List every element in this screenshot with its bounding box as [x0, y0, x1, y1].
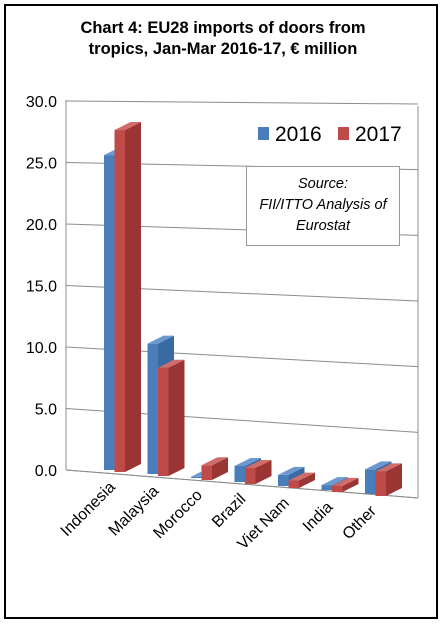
gridline — [65, 469, 419, 499]
bar-2017-malaysia — [158, 359, 185, 476]
y-tick-label: 30.0 — [26, 94, 57, 111]
bar-top — [158, 359, 185, 368]
chart-frame — [4, 4, 438, 619]
bar-side — [255, 460, 272, 484]
bar-side — [212, 457, 228, 480]
bar-front — [332, 485, 343, 492]
bar-top — [278, 466, 305, 475]
y-tick-label: 20.0 — [26, 217, 57, 234]
y-tick-label: 10.0 — [26, 340, 57, 357]
bar-front — [245, 468, 256, 484]
bar-2017-other — [375, 463, 402, 496]
source-note: Source: FII/ITTO Analysis of Eurostat — [246, 166, 400, 246]
y-tick-label: 5.0 — [35, 402, 57, 419]
bar-front — [158, 367, 169, 476]
bar-front — [278, 474, 289, 486]
bar-front — [201, 465, 212, 480]
x-tick-label: Brazil — [209, 491, 249, 531]
y-tick-label: 25.0 — [26, 156, 57, 173]
bar-2017-brazil — [245, 460, 272, 484]
bar-front — [234, 466, 245, 482]
bar-front — [114, 130, 125, 472]
bar-side — [342, 477, 359, 492]
bar-top — [375, 463, 402, 472]
x-tick-label: India — [300, 499, 337, 536]
chart-title-line-1: Chart 4: EU28 imports of doors from — [80, 19, 366, 37]
bar-side — [168, 359, 185, 476]
bar-top — [288, 472, 315, 481]
gridline — [65, 100, 419, 105]
bar-side — [386, 463, 402, 496]
bar-2017-morocco — [201, 457, 228, 480]
bars — [104, 122, 402, 496]
chart-title: Chart 4: EU28 imports of doors from trop… — [10, 18, 436, 60]
y-axis-ticks: 0.0 5.0 10.0 15.0 20.0 25.0 30.0 — [26, 94, 57, 480]
bar-top — [365, 461, 392, 470]
bar-top — [147, 335, 174, 344]
bar-side — [299, 472, 315, 488]
source-line-2: FII/ITTO Analysis of — [259, 197, 387, 213]
bar-front — [288, 480, 299, 488]
bar-2017-indonesia — [114, 122, 141, 472]
bar-top — [234, 458, 261, 467]
bar-2017-india — [332, 477, 359, 492]
chart-title-line-2: tropics, Jan-Mar 2016-17, € million — [88, 40, 358, 58]
source-line-1: Source: — [298, 176, 348, 192]
bar-top — [321, 477, 348, 486]
legend-swatch-2017 — [338, 127, 349, 140]
bar-front — [147, 343, 158, 474]
y-tick-label: 15.0 — [26, 279, 57, 296]
y-tick-label: 0.0 — [35, 463, 57, 480]
legend-label-2016: 2016 — [275, 123, 322, 146]
bar-side — [125, 122, 141, 472]
bar-top — [114, 122, 141, 131]
bar-front — [321, 485, 332, 490]
bar-front — [191, 476, 202, 478]
bar-front — [365, 469, 376, 494]
source-line-3: Eurostat — [296, 218, 350, 234]
bar-top — [245, 460, 272, 469]
bar-2017-viet-nam — [288, 472, 315, 488]
legend: 2016 2017 — [258, 123, 402, 146]
bar-front — [104, 155, 115, 470]
bar-top — [332, 477, 359, 486]
legend-label-2017: 2017 — [355, 123, 402, 146]
legend-swatch-2016 — [258, 127, 269, 140]
bar-top — [201, 457, 228, 466]
bar-front — [375, 471, 386, 496]
x-tick-label: Other — [340, 502, 381, 543]
